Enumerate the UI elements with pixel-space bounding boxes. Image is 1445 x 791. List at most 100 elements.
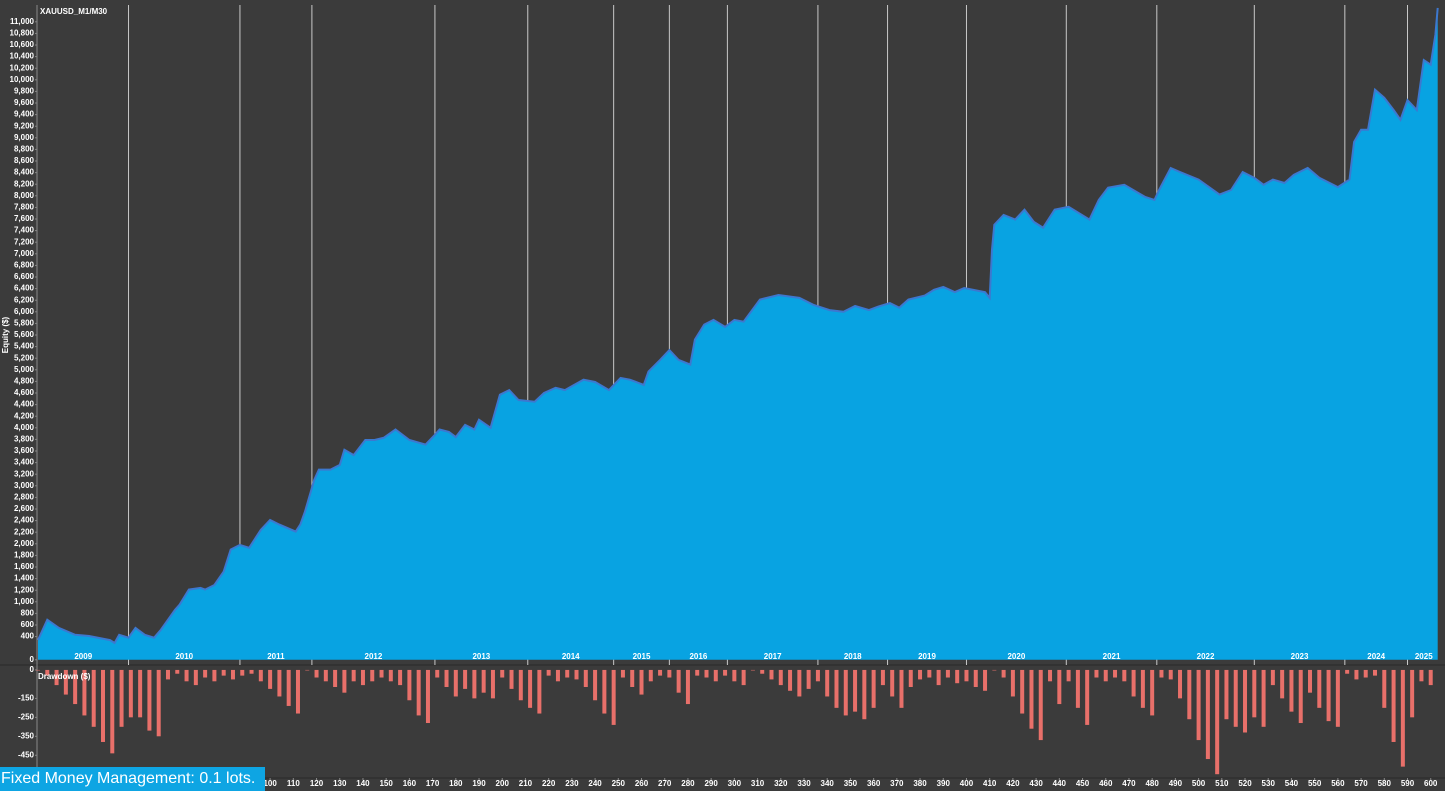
drawdown-bar [156, 669, 161, 737]
x-tick-label: 140 [356, 779, 370, 788]
drawdown-bar [992, 669, 997, 671]
drawdown-bar [1094, 669, 1099, 678]
drawdown-bar [1391, 669, 1396, 742]
drawdown-bar [918, 669, 923, 680]
x-tick-label: 290 [704, 779, 718, 788]
drawdown-bar [964, 669, 969, 682]
drawdown-bar [45, 669, 50, 676]
drawdown-bar [853, 669, 858, 712]
drawdown-bar [667, 669, 672, 678]
y-axis-label: Drawdown ($) [38, 672, 91, 681]
drawdown-bar [258, 669, 263, 682]
drawdown-bar [1335, 669, 1340, 727]
y-tick-label: -150 [18, 693, 35, 702]
x-tick-label: 430 [1029, 779, 1043, 788]
drawdown-bar [407, 669, 412, 701]
x-tick-label: 500 [1192, 779, 1206, 788]
x-tick-label: 170 [426, 779, 440, 788]
drawdown-bar [323, 669, 328, 682]
y-tick-label: 7,600 [14, 214, 35, 223]
drawdown-bar [91, 669, 96, 727]
drawdown-bar [1298, 669, 1303, 724]
x-tick-label: 200 [496, 779, 510, 788]
drawdown-bar [1010, 669, 1015, 697]
equity-area [38, 7, 1438, 660]
x-tick-label: 210 [519, 779, 533, 788]
x-tick-label: 310 [751, 779, 765, 788]
y-tick-label: 5,200 [14, 353, 35, 362]
year-label: 2025 [1415, 652, 1433, 661]
y-tick-label: 8,000 [14, 191, 35, 200]
y-tick-label: 1,800 [14, 550, 35, 559]
year-label: 2013 [472, 652, 490, 661]
y-tick-label: 1,400 [14, 574, 35, 583]
drawdown-bar [481, 669, 486, 693]
year-label: 2014 [562, 652, 580, 661]
drawdown-bar [240, 669, 245, 676]
drawdown-bar [1085, 669, 1090, 725]
drawdown-bar [203, 669, 208, 678]
y-tick-label: 2,200 [14, 527, 35, 536]
drawdown-bar [1252, 669, 1257, 718]
drawdown-bar [453, 669, 458, 697]
drawdown-bar [676, 669, 681, 693]
drawdown-bar [277, 669, 282, 697]
drawdown-bar [342, 669, 347, 693]
year-label: 2017 [764, 652, 782, 661]
drawdown-bar [834, 669, 839, 708]
y-tick-label: 800 [21, 608, 35, 617]
y-tick-label: 3,200 [14, 469, 35, 478]
drawdown-bar [36, 669, 40, 671]
y-tick-label: 7,800 [14, 203, 35, 212]
x-tick-label: 250 [612, 779, 626, 788]
year-label: 2011 [267, 652, 285, 661]
drawdown-bar [1075, 669, 1080, 708]
year-label: 2022 [1197, 652, 1215, 661]
y-tick-label: 8,400 [14, 168, 35, 177]
drawdown-bar [435, 669, 440, 678]
drawdown-bar [63, 669, 68, 695]
drawdown-bar [333, 669, 338, 687]
drawdown-bar [1215, 669, 1220, 775]
drawdown-bar [769, 669, 774, 680]
drawdown-bar [1066, 669, 1071, 682]
year-label: 2020 [1007, 652, 1025, 661]
y-tick-label: 400 [21, 632, 35, 641]
drawdown-bar [1326, 669, 1331, 722]
drawdown-bar [1122, 669, 1127, 682]
drawdown-bar [463, 669, 468, 689]
drawdown-bar [1131, 669, 1136, 697]
y-tick-label: 0 [30, 665, 35, 674]
x-tick-label: 220 [542, 779, 556, 788]
drawdown-bar [936, 669, 941, 686]
x-tick-label: 410 [983, 779, 997, 788]
drawdown-bar [1113, 669, 1118, 678]
y-tick-label: 10,800 [10, 29, 35, 38]
drawdown-bar [1196, 669, 1201, 741]
y-tick-label: 9,200 [14, 121, 35, 130]
drawdown-bar [713, 669, 718, 682]
x-tick-label: 480 [1145, 779, 1159, 788]
drawdown-bar [760, 669, 765, 674]
year-label: 2023 [1291, 652, 1309, 661]
drawdown-bar [955, 669, 960, 684]
y-tick-label: 5,000 [14, 365, 35, 374]
drawdown-bar [1057, 669, 1062, 705]
drawdown-bar [444, 669, 449, 687]
drawdown-bar [1400, 669, 1405, 767]
x-tick-label: 340 [821, 779, 835, 788]
y-tick-label: 10,600 [10, 40, 35, 49]
drawdown-bar [593, 669, 598, 701]
drawdown-bar [843, 669, 848, 716]
drawdown-bar [908, 669, 913, 687]
y-tick-label: 4,600 [14, 388, 35, 397]
drawdown-bar [797, 669, 802, 697]
drawdown-bar [295, 669, 300, 714]
y-tick-label: 5,800 [14, 319, 35, 328]
x-tick-label: 280 [681, 779, 695, 788]
y-tick-label: 5,400 [14, 342, 35, 351]
drawdown-bar [602, 669, 607, 714]
drawdown-bar [388, 669, 393, 682]
drawdown-bar [398, 669, 403, 686]
drawdown-bar [1020, 669, 1025, 714]
